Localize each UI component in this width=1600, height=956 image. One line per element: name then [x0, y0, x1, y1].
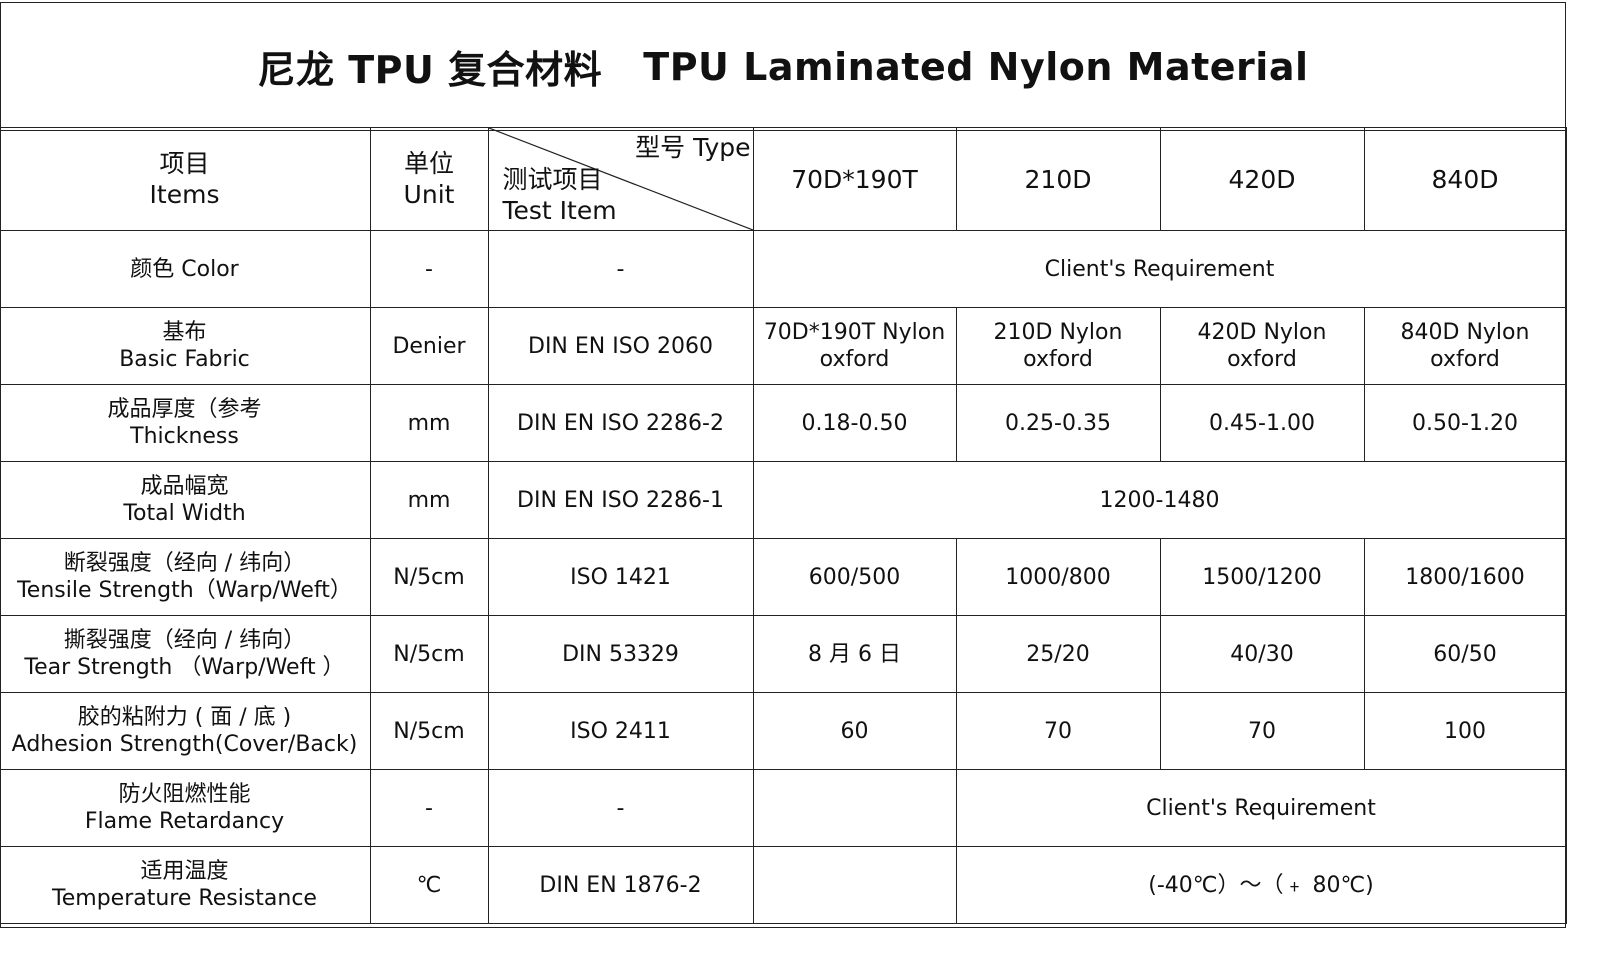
row-label: 撕裂强度（经向 / 纬向） Tear Strength （Warp/Weft ）	[0, 615, 371, 693]
row-value-3: 0.45-1.00	[1159, 384, 1365, 462]
row-value-3: 420D Nylon oxford	[1159, 307, 1365, 385]
row-value-1: 600/500	[752, 538, 957, 616]
header-model-2: 210D	[955, 127, 1161, 231]
row-value-1	[752, 769, 957, 847]
header-type: 型号 Type	[635, 133, 751, 162]
row-value-merged: (-40℃）～（﹢ 80℃)	[955, 846, 1567, 924]
row-value-2: 210D Nylon oxford	[955, 307, 1161, 385]
title-en: TPU Laminated Nylon Material	[643, 44, 1309, 89]
row-value-merged: Client's Requirement	[752, 230, 1567, 308]
row-unit: N/5cm	[369, 692, 489, 770]
row-value-4: 100	[1363, 692, 1567, 770]
header-test-item: 测试项目 Test Item	[502, 165, 617, 225]
row-value-2: 70	[955, 692, 1161, 770]
spec-sheet: 尼龙 TPU 复合材料 TPU Laminated Nylon Material	[0, 2, 1566, 928]
row-tear-strength: 撕裂强度（经向 / 纬向） Tear Strength （Warp/Weft ）…	[0, 615, 1567, 693]
row-value-1: 8 月 6 日	[752, 615, 957, 693]
row-test: ISO 2411	[487, 692, 754, 770]
row-value-1: 70D*190T Nylon oxford	[752, 307, 957, 385]
row-flame-retardancy: 防火阻燃性能 Flame Retardancy - - Client's Req…	[0, 769, 1567, 847]
row-label: 胶的粘附力 ( 面 / 底 ) Adhesion Strength(Cover/…	[0, 692, 371, 770]
row-color: 颜色 Color - - Client's Requirement	[0, 230, 1567, 308]
row-unit: mm	[369, 384, 489, 462]
header-model-1: 70D*190T	[752, 127, 957, 231]
row-test: -	[487, 230, 754, 308]
row-label: 基布 Basic Fabric	[0, 307, 371, 385]
row-test: ISO 1421	[487, 538, 754, 616]
header-diagonal-cell: 型号 Type 测试项目 Test Item	[487, 127, 754, 231]
row-test: DIN EN ISO 2060	[487, 307, 754, 385]
title-cn: 尼龙 TPU 复合材料	[257, 48, 603, 92]
row-value-1: 60	[752, 692, 957, 770]
row-value-4: 1800/1600	[1363, 538, 1567, 616]
row-value-4: 0.50-1.20	[1363, 384, 1567, 462]
spec-table: 项目 Items 单位 Unit 型号 Type 测试项目 Test Item …	[0, 127, 1567, 924]
header-model-3: 420D	[1159, 127, 1365, 231]
row-value-2: 1000/800	[955, 538, 1161, 616]
row-value-1: 0.18-0.50	[752, 384, 957, 462]
row-value-merged: Client's Requirement	[955, 769, 1567, 847]
row-thickness: 成品厚度（参考 Thickness mm DIN EN ISO 2286-2 0…	[0, 384, 1567, 462]
row-value-3: 40/30	[1159, 615, 1365, 693]
row-test: DIN EN ISO 2286-1	[487, 461, 754, 539]
diagonal-divider	[489, 128, 752, 230]
header-row: 项目 Items 单位 Unit 型号 Type 测试项目 Test Item …	[0, 127, 1567, 231]
row-temperature-resistance: 适用温度 Temperature Resistance ℃ DIN EN 187…	[0, 846, 1567, 924]
row-unit: ℃	[369, 846, 489, 924]
header-model-4: 840D	[1363, 127, 1567, 231]
row-adhesion-strength: 胶的粘附力 ( 面 / 底 ) Adhesion Strength(Cover/…	[0, 692, 1567, 770]
row-unit: N/5cm	[369, 615, 489, 693]
row-value-2: 0.25-0.35	[955, 384, 1161, 462]
row-unit: N/5cm	[369, 538, 489, 616]
row-label: 断裂强度（经向 / 纬向） Tensile Strength（Warp/Weft…	[0, 538, 371, 616]
row-label: 颜色 Color	[0, 230, 371, 308]
row-total-width: 成品幅宽 Total Width mm DIN EN ISO 2286-1 12…	[0, 461, 1567, 539]
row-basic-fabric: 基布 Basic Fabric Denier DIN EN ISO 2060 7…	[0, 307, 1567, 385]
row-value-1	[752, 846, 957, 924]
header-unit: 单位 Unit	[369, 127, 489, 231]
header-items: 项目 Items	[0, 127, 371, 231]
row-value-4: 60/50	[1363, 615, 1567, 693]
row-value-4: 840D Nylon oxford	[1363, 307, 1567, 385]
row-label: 成品厚度（参考 Thickness	[0, 384, 371, 462]
row-tensile-strength: 断裂强度（经向 / 纬向） Tensile Strength（Warp/Weft…	[0, 538, 1567, 616]
row-test: -	[487, 769, 754, 847]
row-value-3: 1500/1200	[1159, 538, 1365, 616]
row-value-merged: 1200-1480	[752, 461, 1567, 539]
row-unit: -	[369, 769, 489, 847]
row-label: 适用温度 Temperature Resistance	[0, 846, 371, 924]
row-label: 成品幅宽 Total Width	[0, 461, 371, 539]
row-value-3: 70	[1159, 692, 1365, 770]
row-value-2: 25/20	[955, 615, 1161, 693]
row-test: DIN 53329	[487, 615, 754, 693]
row-unit: Denier	[369, 307, 489, 385]
page-title: 尼龙 TPU 复合材料 TPU Laminated Nylon Material	[1, 3, 1565, 131]
row-test: DIN EN ISO 2286-2	[487, 384, 754, 462]
row-unit: mm	[369, 461, 489, 539]
row-unit: -	[369, 230, 489, 308]
row-label: 防火阻燃性能 Flame Retardancy	[0, 769, 371, 847]
row-test: DIN EN 1876-2	[487, 846, 754, 924]
